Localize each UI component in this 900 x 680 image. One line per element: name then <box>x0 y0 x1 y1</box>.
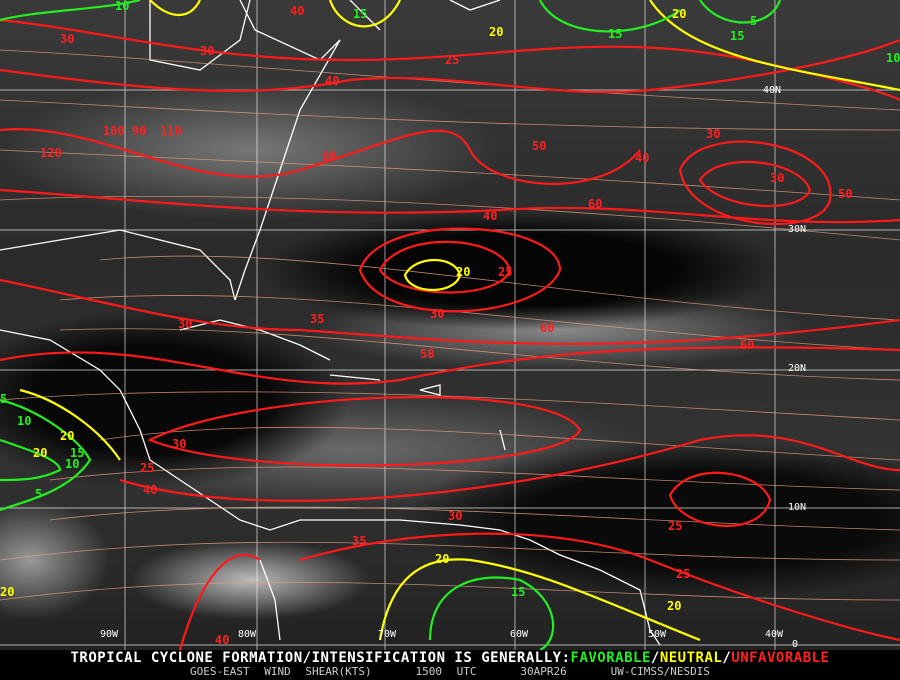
contour-label: 10 <box>17 414 32 428</box>
contour-label: 15 <box>353 7 368 21</box>
contour-label: 15 <box>70 446 85 460</box>
contour-label: 15 <box>608 27 623 41</box>
contour-label: 20 <box>667 599 682 613</box>
contour-label: 30 <box>172 437 187 451</box>
caption-product-info: GOES-EAST WIND SHEAR(KTS) 1500 UTC 30APR… <box>0 666 900 678</box>
contour-label: 25 <box>498 265 513 279</box>
contour-label: 35 <box>310 312 325 326</box>
lon-label: 50W <box>648 629 667 640</box>
lon-label: 70W <box>378 629 397 640</box>
contour-label: 40 <box>635 151 650 165</box>
neutral-shear-contours <box>19 0 900 642</box>
contour-label: 20 <box>33 446 48 460</box>
lon-label: 80W <box>238 629 257 640</box>
coastlines <box>0 0 661 646</box>
contour-label: 25 <box>140 461 155 475</box>
legend-neutral: NEUTRAL <box>659 650 723 666</box>
contour-label: 10 <box>886 51 900 65</box>
contour-label: 20 <box>456 265 471 279</box>
lon-label: 60W <box>510 629 529 640</box>
contour-label: 5 <box>35 487 43 501</box>
contour-label: 20 <box>435 552 450 566</box>
contour-label: 20 <box>60 429 75 443</box>
lat-label: 20N <box>788 363 807 374</box>
contour-label: 100 <box>103 124 125 138</box>
coastline-cuba <box>179 319 331 361</box>
contour-label: 15 <box>511 585 526 599</box>
contour-label: 60 <box>588 197 603 211</box>
contour-label: 15 <box>730 29 745 43</box>
contour-label: 110 <box>160 124 182 138</box>
caption-bar: TROPICAL CYCLONE FORMATION/INTENSIFICATI… <box>0 650 900 680</box>
contour-label: 25 <box>445 53 460 67</box>
contour-label: 5 <box>0 392 8 406</box>
contour-label: 20 <box>672 7 687 21</box>
contour-label: 30 <box>448 509 463 523</box>
contour-label: 90 <box>132 124 147 138</box>
contour-label: 30 <box>706 127 721 141</box>
contour-label: 50 <box>532 139 547 153</box>
contour-label: 30 <box>178 317 193 331</box>
favorable-shear-contours <box>0 0 782 650</box>
caption-prefix: TROPICAL CYCLONE FORMATION/INTENSIFICATI… <box>70 650 571 666</box>
contour-label: 40 <box>325 74 340 88</box>
contour-label: 40 <box>483 209 498 223</box>
contour-label: 40 <box>290 4 305 18</box>
contour-label: 10 <box>65 457 80 471</box>
contour-label: 120 <box>40 146 62 160</box>
lat-label: 40N <box>763 85 782 96</box>
contour-label: 20 <box>0 585 15 599</box>
contour-label: 60 <box>740 338 755 352</box>
lat-label: 10N <box>788 502 807 513</box>
contour-label: 60 <box>540 321 555 335</box>
product-name: GOES-EAST WIND SHEAR(KTS) <box>190 665 372 678</box>
contour-label: 50 <box>838 187 853 201</box>
map-overlay <box>0 0 900 650</box>
source: UW-CIMSS/NESDIS <box>610 665 710 678</box>
valid-date: 30APR26 <box>520 665 567 678</box>
contour-label: 5 <box>750 14 758 28</box>
legend-sep: / <box>722 650 732 666</box>
graticule <box>0 0 900 650</box>
contour-label: 40 <box>143 483 158 497</box>
contour-label: 25 <box>668 519 683 533</box>
contour-label: 60 <box>322 149 337 163</box>
contour-label: 30 <box>770 171 785 185</box>
coastline-central-america <box>0 329 661 646</box>
coastline-us-east <box>0 0 341 301</box>
contour-label: 30 <box>60 32 75 46</box>
contour-label: 30 <box>430 307 445 321</box>
caption-legend: TROPICAL CYCLONE FORMATION/INTENSIFICATI… <box>0 650 900 666</box>
lat-label: 0 <box>792 639 799 650</box>
legend-favorable: FAVORABLE <box>570 650 651 666</box>
legend-sep: / <box>650 650 660 666</box>
contour-label: 30 <box>200 44 215 58</box>
contour-label: 40 <box>215 633 230 647</box>
lon-label: 40W <box>765 629 784 640</box>
contour-label: 25 <box>676 567 691 581</box>
valid-time: 1500 UTC <box>415 665 477 678</box>
contour-label: 10 <box>115 0 130 13</box>
contour-label: 35 <box>352 534 367 548</box>
legend-unfavorable: UNFAVORABLE <box>731 650 830 666</box>
lon-label: 90W <box>100 629 119 640</box>
contour-label: 58 <box>420 347 435 361</box>
contour-label: 20 <box>489 25 504 39</box>
coastline-caribbean-islands <box>259 374 506 641</box>
satellite-imagery <box>0 0 900 650</box>
unfavorable-shear-contours <box>0 18 900 650</box>
lat-label: 30N <box>788 224 807 235</box>
